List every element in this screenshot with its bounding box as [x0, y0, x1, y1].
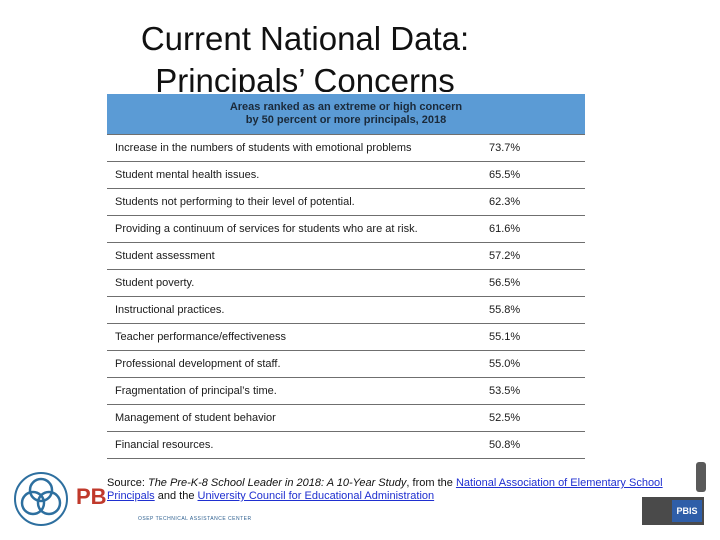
row-label: Instructional practices. — [115, 304, 225, 316]
table-row: Teacher performance/effectiveness 55.1% — [107, 324, 585, 351]
row-label: Providing a continuum of services for st… — [115, 223, 418, 235]
row-value: 62.3% — [489, 196, 521, 208]
corner-badge: PBIS — [672, 500, 702, 522]
logo-circles-icon — [12, 470, 70, 533]
row-value: 52.5% — [489, 412, 521, 424]
row-value: 56.5% — [489, 277, 521, 289]
row-label: Increase in the numbers of students with… — [115, 142, 412, 154]
row-label: Student mental health issues. — [115, 169, 260, 181]
table-header-line-1: Areas ranked as an extreme or high conce… — [229, 101, 463, 113]
table-row: Instructional practices. 55.8% — [107, 297, 585, 324]
row-label: Financial resources. — [115, 439, 214, 451]
source-link-ucea[interactable]: University Council for Educational Admin… — [197, 490, 435, 502]
table-row: Student poverty. 56.5% — [107, 270, 585, 297]
table-row: Student mental health issues. 65.5% — [107, 162, 585, 189]
table-header: Areas ranked as an extreme or high conce… — [107, 94, 585, 134]
row-value: 73.7% — [489, 142, 521, 154]
source-prefix: Source: — [107, 477, 148, 489]
table-row: Professional development of staff. 55.0% — [107, 351, 585, 378]
row-value: 65.5% — [489, 169, 521, 181]
title-line-1: Current National Data: — [140, 20, 470, 57]
table-body: Increase in the numbers of students with… — [107, 134, 585, 459]
table-row: Student assessment 57.2% — [107, 243, 585, 270]
source-citation: Source: The Pre-K-8 School Leader in 201… — [107, 477, 707, 503]
row-value: 55.1% — [489, 331, 521, 343]
source-from: , from the — [406, 477, 456, 489]
row-label: Student poverty. — [115, 277, 195, 289]
row-label: Professional development of staff. — [115, 358, 281, 370]
table-row: Increase in the numbers of students with… — [107, 134, 585, 162]
source-and: and the — [154, 490, 198, 502]
row-value: 50.8% — [489, 439, 521, 451]
table-row: Financial resources. 50.8% — [107, 432, 585, 459]
corner-tab — [696, 462, 706, 492]
row-value: 61.6% — [489, 223, 521, 235]
source-link-naesp[interactable]: National Association of Elementary Schoo… — [107, 477, 663, 502]
source-study-title: The Pre-K-8 School Leader in 2018: A 10-… — [147, 477, 407, 489]
row-label: Teacher performance/effectiveness — [115, 331, 286, 343]
table-row: Providing a continuum of services for st… — [107, 216, 585, 243]
slide-title: Current National Data: Principals’ Conce… — [0, 18, 610, 102]
row-value: 53.5% — [489, 385, 521, 397]
row-value: 57.2% — [489, 250, 521, 262]
table-row: Management of student behavior 52.5% — [107, 405, 585, 432]
row-label: Student assessment — [115, 250, 215, 262]
row-value: 55.0% — [489, 358, 521, 370]
row-label: Fragmentation of principal’s time. — [115, 385, 277, 397]
row-value: 55.8% — [489, 304, 521, 316]
logo-letters: PB — [76, 484, 107, 509]
row-label: Management of student behavior — [115, 412, 276, 424]
table-row: Fragmentation of principal’s time. 53.5% — [107, 378, 585, 405]
row-label: Students not performing to their level o… — [115, 196, 355, 208]
logo-center-text: OSEP TECHNICAL ASSISTANCE CENTER — [138, 516, 252, 522]
table-row: Students not performing to their level o… — [107, 189, 585, 216]
concerns-table: Areas ranked as an extreme or high conce… — [107, 92, 585, 459]
table-header-line-2: by 50 percent or more principals, 2018 — [245, 114, 447, 126]
